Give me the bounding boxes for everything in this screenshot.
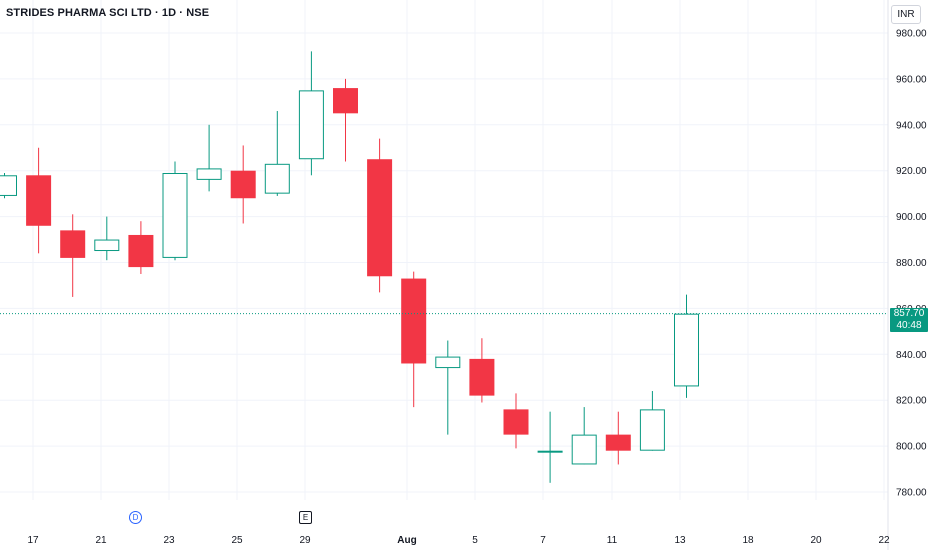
time-tick-label: Aug [397,535,416,546]
price-axis[interactable]: 980.00960.00940.00920.00900.00880.00860.… [896,29,927,499]
candle-up [435,340,461,435]
candle-body [469,358,495,396]
price-tick-label: 900.00 [896,212,927,223]
time-tick-label: 13 [674,535,686,546]
candle-body [639,409,665,451]
chart-title: STRIDES PHARMA SCI LTD · 1D · NSE [6,7,210,19]
candle-up [196,124,222,192]
time-tick-label: 18 [742,535,754,546]
candle-down [60,214,86,297]
candle-down [401,271,427,408]
candle-body [435,356,461,369]
candle-up [537,411,563,483]
candle-body [264,163,290,194]
candle-body [367,159,393,277]
time-axis[interactable]: 17 21 23 25 29 Aug 5 7 11 13 18 20 22 [27,535,890,546]
time-tick-label: 22 [878,535,890,546]
candle-down [230,145,256,224]
time-tick-label: 7 [540,535,546,546]
price-tick-label: 840.00 [896,350,927,361]
candle-up [264,111,290,196]
candle-down [333,78,358,162]
candle-up [639,391,665,451]
price-tick-label: 920.00 [896,166,927,177]
candle-up [674,294,699,398]
price-tick-label: 780.00 [896,488,927,499]
candle-body [230,170,256,199]
time-tick-label: 11 [607,535,618,546]
candle-body [94,239,120,252]
time-tick-label: 5 [472,535,478,546]
candles [0,51,699,483]
time-tick-label: 21 [95,535,107,546]
time-tick-label: 20 [810,535,822,546]
dividend-event-marker[interactable]: D [129,511,142,524]
price-tick-label: 800.00 [896,442,927,453]
current-price-tag: 857.70 40:48 [890,308,928,332]
candle-body [60,230,86,258]
candle-body [0,175,17,196]
candle-body [503,409,529,435]
price-tick-label: 980.00 [896,29,927,40]
candle-down [367,138,393,293]
candle-down [128,221,154,274]
candle-down [503,393,529,449]
candle-down [469,338,495,403]
candle-body [128,234,154,268]
bar-countdown-label: 40:48 [896,320,922,331]
time-tick-label: 29 [299,535,311,546]
currency-button[interactable]: INR [891,5,921,24]
time-tick-label: 23 [163,535,175,546]
candle-up [571,407,597,465]
price-tick-label: 880.00 [896,258,927,269]
candle-body [162,172,188,258]
candle-body [571,434,597,465]
candle-body [401,278,427,364]
candle-down [605,411,631,465]
candle-body [537,450,563,453]
candle-up [0,172,17,199]
earnings-event-marker[interactable]: E [299,511,312,524]
candle-up [94,216,120,261]
candle-body [26,175,52,226]
candle-body [333,88,358,114]
time-tick-label: 17 [27,535,39,546]
time-tick-label: 25 [231,535,243,546]
candle-body [605,434,631,451]
candle-body [298,90,324,160]
candle-body [674,313,699,387]
candle-up [162,161,188,261]
current-price-label: 857.70 [893,308,925,319]
price-tick-label: 940.00 [896,120,927,131]
candle-up [298,51,324,176]
price-tick-label: 960.00 [896,74,927,85]
price-tick-label: 820.00 [896,396,927,407]
candle-body [196,168,222,180]
candle-down [26,147,52,254]
